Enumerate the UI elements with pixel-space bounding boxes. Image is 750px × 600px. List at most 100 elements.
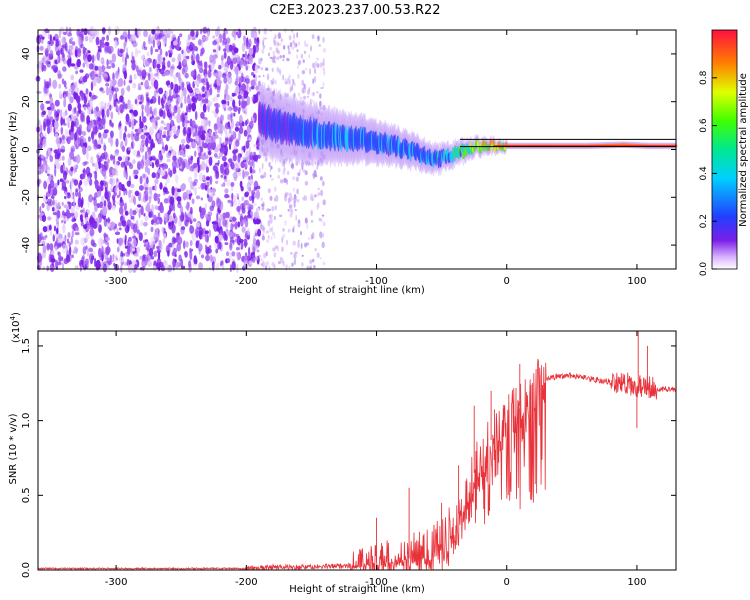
noise-blob — [261, 162, 264, 170]
noise-blob — [138, 185, 144, 191]
noise-blob — [255, 218, 260, 225]
noise-blob — [134, 128, 139, 133]
noise-blob — [130, 215, 135, 220]
noise-blob — [245, 65, 248, 71]
noise-blob — [297, 199, 300, 202]
noise-blob — [149, 106, 153, 114]
noise-blob — [141, 110, 144, 119]
noise-blob — [221, 55, 224, 62]
noise-blob — [266, 73, 270, 81]
noise-blob — [69, 131, 75, 141]
noise-blob — [167, 209, 171, 216]
noise-blob — [274, 34, 277, 40]
noise-blob — [318, 109, 320, 115]
noise-blob — [265, 230, 270, 234]
noise-blob — [232, 239, 235, 245]
noise-blob — [154, 32, 159, 41]
noise-blob — [209, 54, 214, 63]
noise-blob — [198, 172, 204, 182]
noise-blob — [67, 232, 71, 239]
noise-blob — [46, 30, 50, 34]
noise-blob — [310, 219, 314, 223]
noise-blob — [54, 99, 60, 107]
noise-blob — [232, 99, 236, 108]
noise-blob — [74, 231, 80, 236]
noise-blob — [173, 115, 177, 119]
noise-blob — [110, 111, 114, 120]
noise-blob — [157, 95, 161, 106]
noise-blob — [298, 172, 300, 177]
noise-blob — [76, 47, 82, 58]
noise-blob — [269, 174, 272, 178]
noise-blob — [225, 101, 229, 106]
noise-blob — [241, 100, 247, 109]
noise-blob — [163, 109, 166, 120]
noise-blob — [150, 45, 153, 56]
noise-blob — [319, 107, 323, 110]
noise-blob — [205, 138, 210, 144]
noise-blob — [273, 264, 276, 269]
noise-blob — [203, 98, 209, 104]
noise-blob — [231, 251, 236, 257]
noise-blob — [42, 226, 48, 233]
noise-blob — [249, 161, 253, 167]
noise-blob — [176, 234, 178, 243]
noise-blob — [292, 79, 295, 86]
noise-blob — [127, 33, 131, 40]
noise-blob — [230, 161, 235, 170]
noise-blob — [159, 33, 165, 37]
noise-blob — [77, 36, 82, 46]
noise-blob — [46, 106, 52, 111]
noise-blob — [218, 241, 222, 250]
noise-blob — [204, 154, 209, 160]
noise-blob — [165, 80, 171, 86]
noise-blob — [243, 129, 248, 137]
noise-blob — [153, 231, 159, 241]
noise-blob — [157, 251, 161, 261]
noise-blob — [112, 253, 115, 261]
noise-blob — [134, 263, 138, 270]
noise-blob — [276, 66, 280, 73]
noise-blob — [90, 109, 94, 114]
noise-blob — [71, 224, 77, 230]
noise-blob — [248, 47, 254, 56]
noise-blob — [162, 57, 166, 61]
noise-blob — [231, 45, 237, 56]
noise-blob — [58, 152, 61, 157]
noise-blob — [199, 73, 203, 79]
noise-blob — [148, 34, 152, 44]
noise-blob — [135, 251, 139, 257]
noise-blob — [127, 147, 131, 151]
noise-blob — [192, 43, 195, 49]
noise-blob — [306, 265, 310, 271]
noise-blob — [91, 54, 95, 64]
noise-blob — [317, 35, 320, 42]
noise-blob — [54, 245, 58, 252]
noise-blob — [275, 195, 279, 202]
noise-blob — [107, 137, 112, 144]
noise-blob — [117, 156, 123, 162]
noise-blob — [82, 246, 87, 255]
noise-blob — [292, 146, 296, 151]
noise-blob — [58, 83, 62, 89]
noise-blob — [321, 160, 324, 164]
noise-blob — [254, 83, 258, 87]
noise-blob — [165, 91, 169, 98]
noise-blob — [161, 226, 165, 234]
noise-blob — [204, 36, 209, 42]
noise-blob — [158, 152, 163, 161]
noise-blob — [69, 46, 75, 57]
noise-blob — [132, 56, 135, 60]
noise-blob — [262, 44, 266, 49]
noise-blob — [85, 233, 90, 240]
noise-blob — [91, 162, 96, 167]
noise-blob — [209, 145, 215, 150]
noise-blob — [256, 41, 259, 48]
noise-blob — [172, 262, 175, 272]
noise-blob — [164, 71, 170, 77]
noise-blob — [144, 151, 148, 161]
noise-blob — [311, 232, 315, 240]
noise-blob — [39, 206, 42, 214]
noise-blob — [67, 157, 72, 166]
noise-blob — [206, 78, 209, 86]
